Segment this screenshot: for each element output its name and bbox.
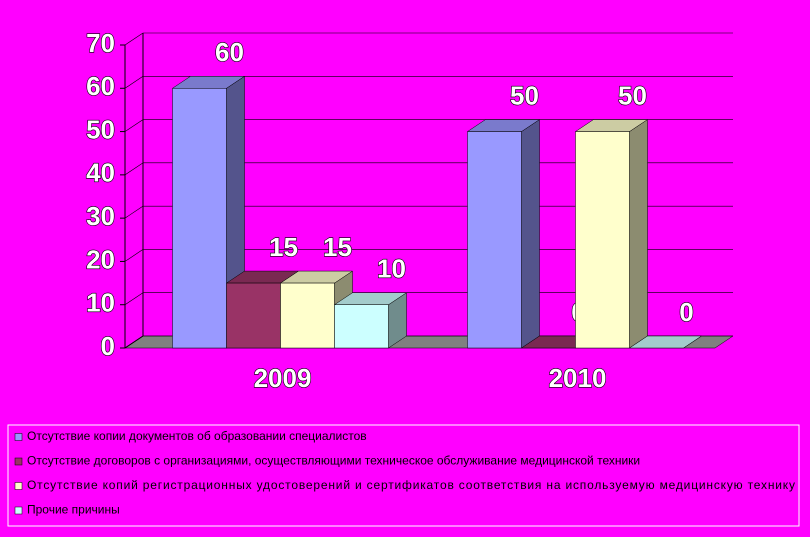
legend-swatch xyxy=(14,506,23,515)
grid-line xyxy=(124,249,144,262)
bar xyxy=(226,282,281,349)
bar xyxy=(172,88,227,349)
x-tick-label: 2009 xyxy=(254,363,312,393)
bar xyxy=(334,304,389,349)
bar xyxy=(467,131,522,349)
legend-box xyxy=(7,424,800,527)
bar xyxy=(575,131,630,349)
grid-line xyxy=(124,76,144,89)
y-tick-label: 60 xyxy=(86,71,115,101)
y-tick-label: 50 xyxy=(86,114,115,144)
legend-swatch xyxy=(14,433,23,441)
y-tick-label: 70 xyxy=(86,28,115,58)
data-label: 60 xyxy=(215,37,244,67)
data-label: 50 xyxy=(618,80,647,110)
y-tick-label: 30 xyxy=(86,201,115,231)
bar-side xyxy=(629,119,648,349)
y-tick-label: 0 xyxy=(101,331,115,361)
legend-swatch xyxy=(14,482,23,490)
bar-top xyxy=(628,335,703,349)
data-label: 0 xyxy=(679,297,693,327)
grid-line xyxy=(124,119,144,132)
legend-swatch xyxy=(14,457,23,466)
bar xyxy=(280,282,335,349)
grid-line xyxy=(124,32,144,46)
legend-label: Прочие причины xyxy=(27,503,120,517)
data-label: 50 xyxy=(510,80,539,110)
y-tick-label: 10 xyxy=(86,288,115,318)
legend-label: Отсутствие копии документов об образован… xyxy=(27,429,367,443)
bar-side xyxy=(521,119,540,349)
data-label: 15 xyxy=(269,232,298,262)
grid-line xyxy=(124,335,144,349)
grid-line xyxy=(124,162,144,176)
legend-label: Отсутствие копий регистрационных удостов… xyxy=(27,478,795,492)
data-label: 10 xyxy=(377,254,406,284)
y-tick-label: 40 xyxy=(86,158,115,188)
legend-label: Отсутствие договоров с организациями, ос… xyxy=(27,454,640,468)
grid-line xyxy=(124,205,144,219)
data-label: 15 xyxy=(323,232,352,262)
grid-line xyxy=(124,292,144,305)
y-tick-label: 20 xyxy=(86,244,115,274)
x-tick-label: 2010 xyxy=(549,363,607,393)
